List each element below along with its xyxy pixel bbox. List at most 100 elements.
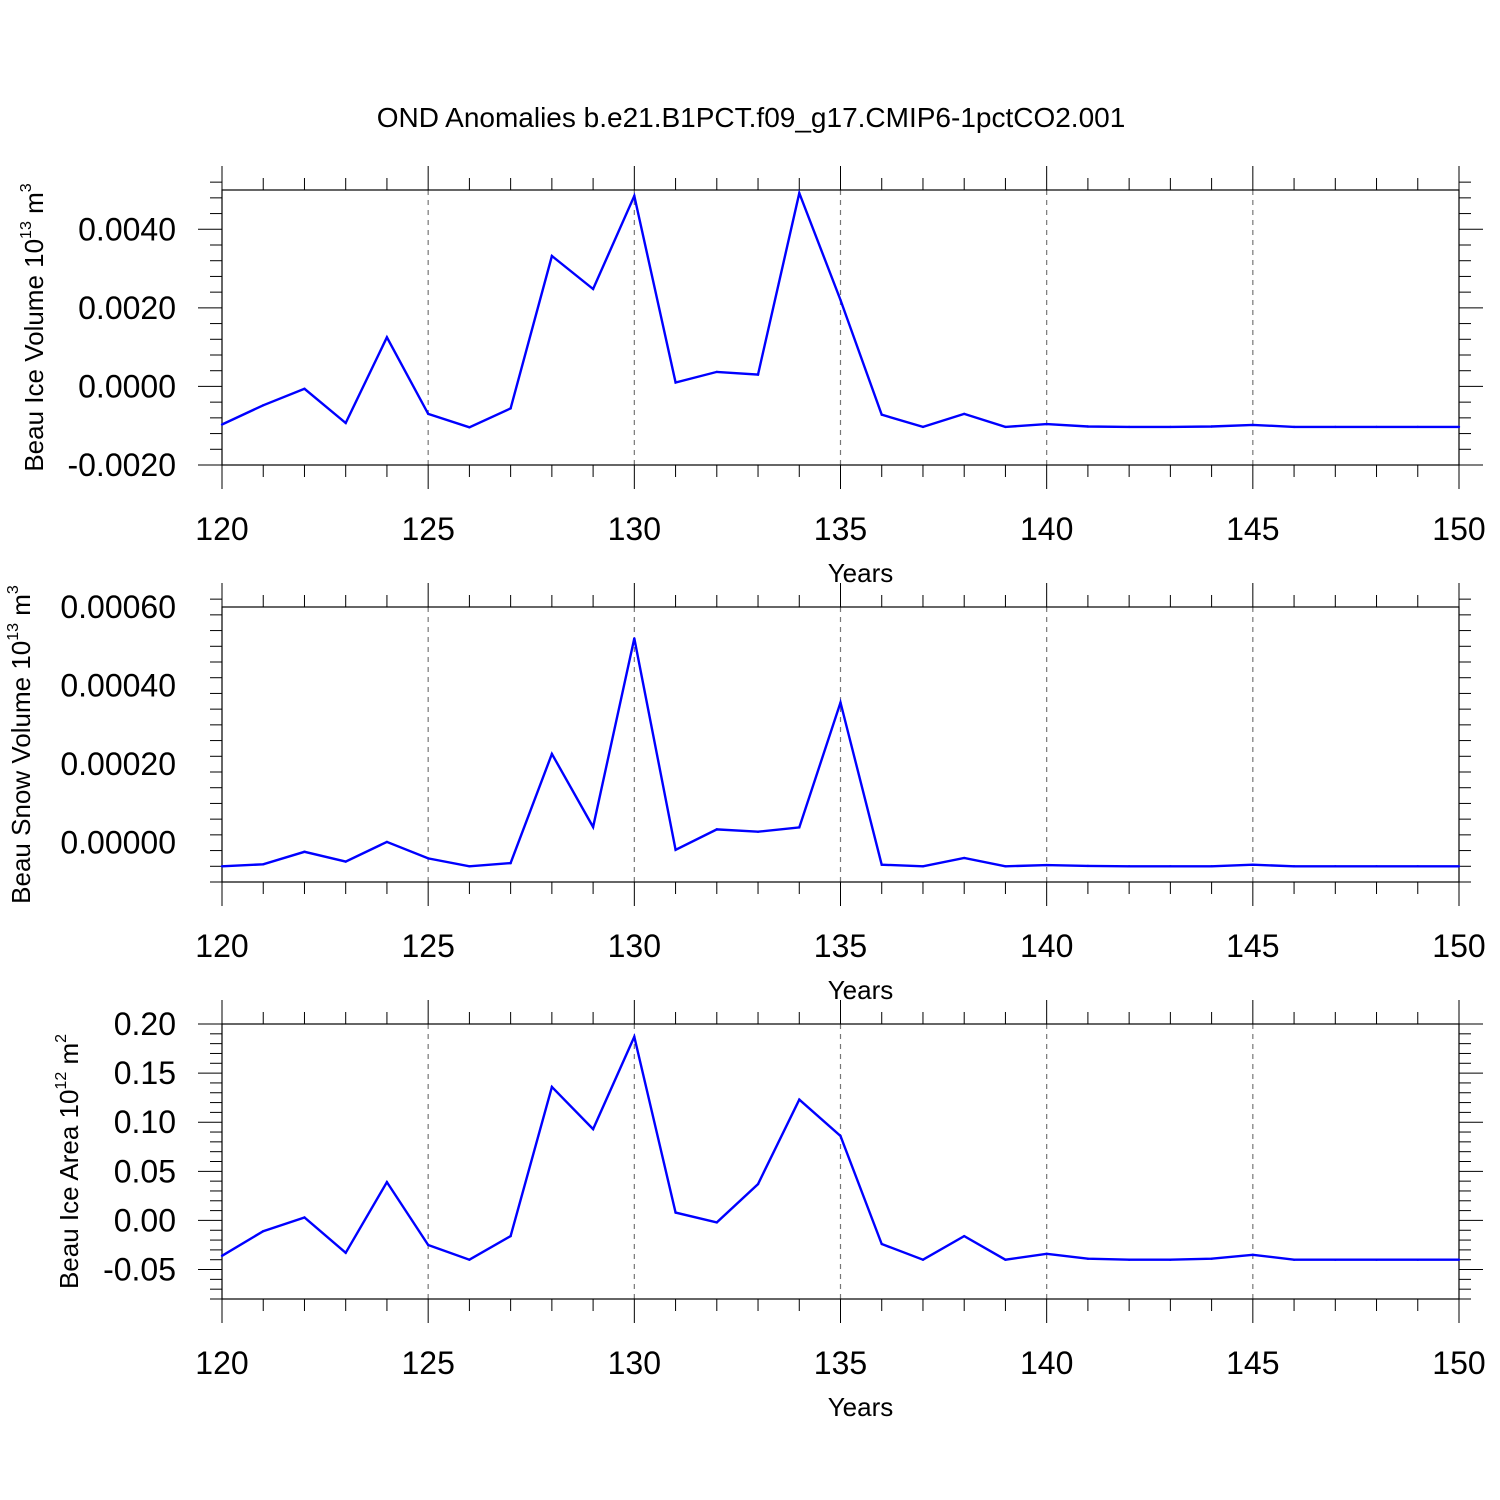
data-point: [633, 194, 636, 198]
x-tick-label: 150: [1432, 1345, 1485, 1381]
data-point: [1210, 1257, 1213, 1260]
data-point: [591, 287, 595, 291]
data-point: [1045, 422, 1048, 426]
data-point: [1375, 865, 1378, 868]
data-point: [385, 336, 389, 339]
x-tick-label: 145: [1226, 1345, 1279, 1381]
data-point: [344, 860, 347, 863]
data-point: [509, 1234, 512, 1238]
data-point: [1004, 425, 1007, 429]
data-point: [674, 381, 677, 384]
data-point: [839, 1134, 842, 1138]
x-tick-label: 140: [1020, 1345, 1073, 1381]
data-point: [591, 1127, 595, 1131]
data-point: [963, 856, 966, 860]
data-point: [1334, 1258, 1337, 1261]
y-tick-label: -0.0020: [67, 447, 176, 483]
data-point: [1086, 425, 1090, 428]
data-point: [468, 865, 471, 868]
data-point: [1416, 425, 1419, 429]
data-point: [550, 752, 554, 756]
data-point: [921, 1258, 925, 1261]
data-point: [1292, 865, 1296, 868]
data-point: [1086, 1257, 1090, 1260]
data-point: [1334, 425, 1337, 429]
data-point: [1004, 1258, 1007, 1261]
chart-panel-3: 120 125 130 135 140 145 150 -0.05 0.00 0.05 0.10 0.…: [53, 1000, 1486, 1422]
data-point: [1127, 865, 1131, 868]
data-point: [1251, 863, 1255, 866]
data-point: [509, 861, 512, 865]
data-point: [1334, 865, 1337, 868]
data-point: [385, 840, 389, 844]
data-point: [1457, 1258, 1461, 1261]
data-point: [468, 426, 471, 429]
data-point: [1210, 865, 1213, 868]
plot-frame: [221, 606, 1460, 883]
x-tick-label: 135: [814, 928, 867, 964]
data-point: [633, 1035, 636, 1038]
data-point: [1251, 423, 1255, 427]
data-point: [1210, 425, 1213, 428]
plot-frame: [221, 1023, 1460, 1300]
data-point: [262, 404, 265, 407]
data-point: [963, 1234, 966, 1238]
data-point: [1127, 425, 1131, 429]
data-point: [1045, 863, 1048, 867]
data-point: [220, 865, 224, 868]
x-tick-label: 150: [1432, 511, 1485, 547]
data-point: [344, 421, 347, 425]
data-point: [1375, 1258, 1378, 1261]
x-tick-label: 130: [608, 928, 661, 964]
y-tick-label: 0.20: [114, 1006, 176, 1042]
data-point: [385, 1180, 389, 1184]
data-point: [633, 637, 636, 640]
y-tick-label: 0.05: [114, 1153, 176, 1189]
data-point: [468, 1258, 471, 1261]
data-point: [344, 1251, 347, 1255]
plots: 120 125 130 135 140 145 150 -0.0020 0.0000 0.0020…: [5, 166, 1486, 1422]
data-point: [220, 423, 224, 426]
data-point: [1127, 1258, 1131, 1261]
data-point: [963, 412, 966, 416]
x-tick-label: 140: [1020, 928, 1073, 964]
x-tick-label: 145: [1226, 511, 1279, 547]
data-point: [798, 191, 801, 195]
y-tick-label: 0.00000: [60, 825, 176, 861]
data-point: [674, 848, 677, 851]
plot-frame: [221, 189, 1460, 466]
figure-title: OND Anomalies b.e21.B1PCT.f09_g17.CMIP6-…: [377, 102, 1126, 133]
data-point: [262, 1230, 265, 1233]
data-point: [509, 407, 512, 410]
x-tick-label: 125: [401, 1345, 454, 1381]
x-tick-label: 140: [1020, 511, 1073, 547]
data-point: [1457, 865, 1461, 868]
data-point: [674, 1211, 677, 1214]
data-point: [426, 412, 430, 416]
data-point: [921, 865, 925, 868]
data-point: [426, 857, 430, 860]
x-tick-label: 135: [814, 1345, 867, 1381]
data-point: [220, 1254, 224, 1257]
x-tick-label: 120: [195, 928, 248, 964]
data-point: [303, 1216, 306, 1219]
data-point: [839, 701, 842, 704]
data-point: [550, 254, 554, 258]
data-point: [880, 413, 883, 416]
y-tick-label: -0.05: [103, 1252, 176, 1288]
x-axis-title: Years: [828, 1392, 894, 1422]
y-axis-title: Beau Ice Volume 1013 m3: [18, 183, 49, 471]
data-point: [1086, 864, 1090, 868]
data-point: [550, 1085, 554, 1089]
x-tick-label: 130: [608, 511, 661, 547]
y-tick-label: 0.0000: [78, 368, 176, 404]
data-point: [756, 373, 760, 376]
data-point: [1169, 425, 1172, 429]
data-point: [303, 387, 306, 390]
x-tick-label: 135: [814, 511, 867, 547]
y-tick-label: 0.00: [114, 1202, 176, 1238]
data-point: [756, 830, 760, 833]
x-tick-label: 120: [195, 511, 248, 547]
data-point: [1251, 1253, 1255, 1257]
